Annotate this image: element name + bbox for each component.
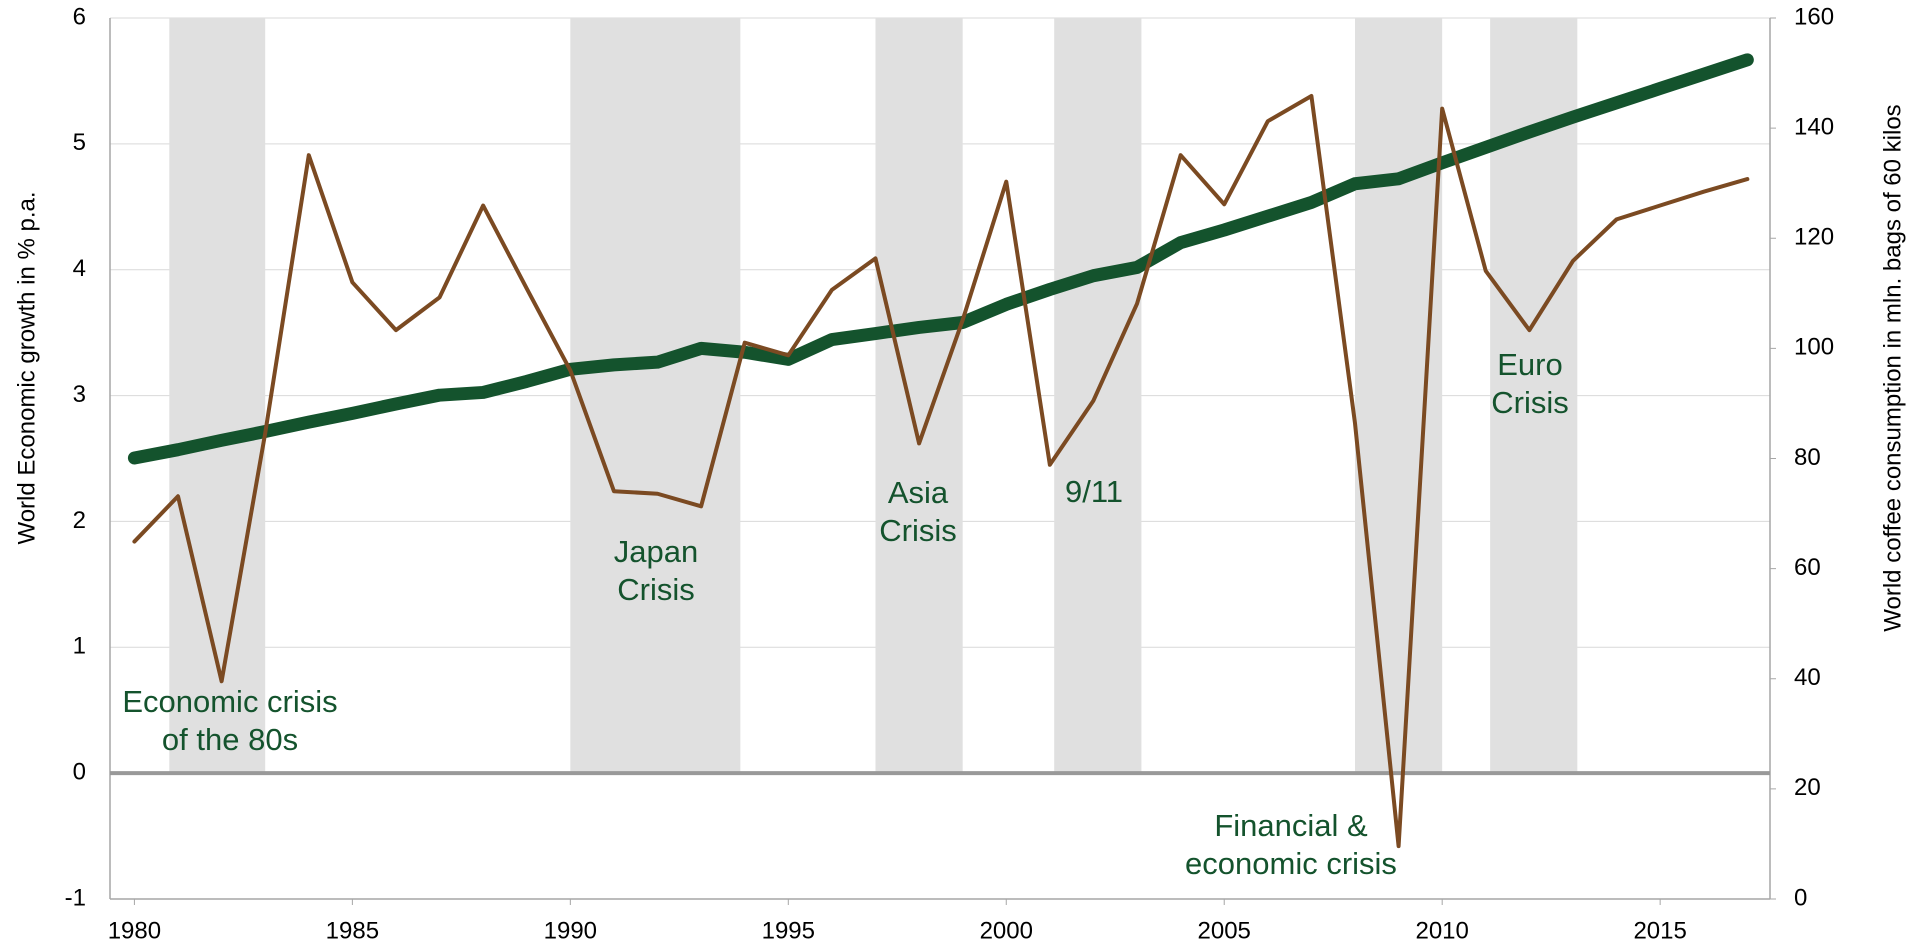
- y-axis-title: World Economic growth in % p.a.: [13, 191, 40, 544]
- shaded-period: [169, 18, 266, 774]
- y-tick-label: 3: [73, 381, 86, 408]
- y-tick-label: 5: [73, 129, 86, 156]
- y2-tick-label: 140: [1794, 113, 1834, 140]
- y2-tick-label: 120: [1794, 224, 1834, 251]
- y2-tick-label: 160: [1794, 3, 1834, 30]
- x-tick-label: 1990: [544, 917, 597, 944]
- annotation: Asia: [888, 475, 949, 510]
- y2-axis-title: World coffee consumption in mln. bags of…: [1879, 104, 1906, 631]
- x-tick-label: 2015: [1633, 917, 1686, 944]
- series-line: [127, 53, 1754, 465]
- y-tick-label: 0: [73, 758, 86, 785]
- y2-tick-label: 80: [1794, 444, 1821, 471]
- y-tick-label: 4: [73, 255, 86, 282]
- y2-tick-label: 100: [1794, 334, 1834, 361]
- y-tick-label: 6: [73, 3, 86, 30]
- annotation: of the 80s: [162, 722, 298, 757]
- x-tick-label: 2000: [980, 917, 1033, 944]
- shaded-period: [875, 18, 963, 774]
- y2-tick-label: 40: [1794, 664, 1821, 691]
- series-line: [132, 94, 1750, 849]
- y-tick-label: 1: [73, 633, 86, 660]
- shaded-period: [570, 18, 741, 774]
- x-tick-label: 1980: [108, 917, 161, 944]
- annotation: Economic crisis: [122, 684, 337, 719]
- annotation: Japan: [614, 534, 698, 569]
- annotation: Financial &: [1214, 808, 1368, 843]
- annotation: Crisis: [617, 572, 695, 607]
- x-tick-label: 1985: [326, 917, 379, 944]
- y2-tick-label: 20: [1794, 774, 1821, 801]
- shaded-period: [1355, 18, 1443, 774]
- y2-tick-label: 60: [1794, 554, 1821, 581]
- annotation: Euro: [1497, 347, 1562, 382]
- x-tick-label: 2005: [1198, 917, 1251, 944]
- annotation: Crisis: [1491, 385, 1569, 420]
- annotation: 9/11: [1065, 474, 1123, 509]
- annotation: economic crisis: [1185, 846, 1397, 881]
- annotation: Crisis: [879, 513, 957, 548]
- x-tick-label: 2010: [1415, 917, 1468, 944]
- x-tick-label: 1995: [762, 917, 815, 944]
- y-tick-label: 2: [73, 507, 86, 534]
- y2-tick-label: 0: [1794, 884, 1807, 911]
- y-tick-label: -1: [65, 884, 86, 911]
